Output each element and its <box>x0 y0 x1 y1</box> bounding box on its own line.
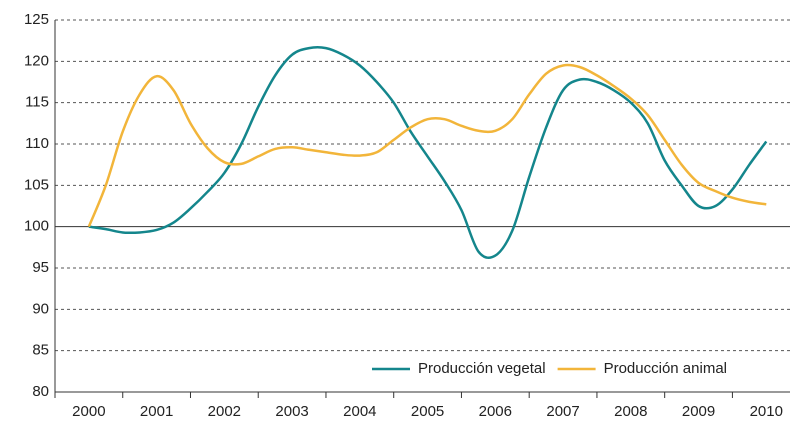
y-tick-label: 120 <box>24 52 49 69</box>
x-tick-label: 2004 <box>343 403 376 420</box>
y-tick-label: 95 <box>32 259 49 276</box>
y-tick-label: 80 <box>32 383 49 400</box>
x-tick-label: 2006 <box>479 403 512 420</box>
x-tick-label: 2003 <box>275 403 308 420</box>
legend-label: Producción animal <box>604 360 727 377</box>
y-tick-label: 110 <box>25 135 49 152</box>
y-tick-label: 90 <box>32 300 49 317</box>
x-tick-label: 2000 <box>72 403 105 420</box>
x-tick-label: 2009 <box>682 403 715 420</box>
x-tick-label: 2001 <box>140 403 173 420</box>
line-series <box>88 46 768 260</box>
y-tick-label: 115 <box>25 94 49 111</box>
x-tick-label: 2007 <box>546 403 579 420</box>
y-tick-label: 100 <box>24 218 49 235</box>
legend-label: Producción vegetal <box>418 360 546 377</box>
y-tick-label: 125 <box>24 11 49 28</box>
x-tick-label: 2005 <box>411 403 444 420</box>
y-tick-label: 105 <box>24 176 49 193</box>
y-tick-label: 85 <box>32 342 49 359</box>
x-tick-label: 2008 <box>614 403 647 420</box>
x-tick-label: 2002 <box>208 403 241 420</box>
line-series <box>87 63 767 228</box>
x-tick-label: 2010 <box>750 403 783 420</box>
